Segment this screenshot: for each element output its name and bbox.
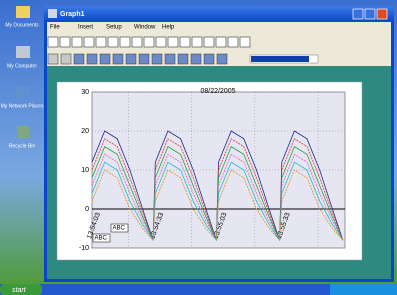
annotation: ABC bbox=[113, 226, 126, 232]
minimize[interactable] bbox=[353, 9, 363, 19]
toolbar-button[interactable] bbox=[120, 37, 130, 47]
icon[interactable] bbox=[16, 86, 30, 98]
chart-title: 08/22/2005 bbox=[200, 88, 235, 95]
start-label[interactable]: start bbox=[12, 287, 27, 294]
tray bbox=[330, 284, 397, 295]
y-tick-label: 20 bbox=[81, 128, 89, 135]
toolbar-button[interactable] bbox=[113, 54, 123, 64]
toolbar-button[interactable] bbox=[144, 37, 154, 47]
toolbar-button[interactable] bbox=[240, 37, 250, 47]
toolbar-button[interactable] bbox=[87, 54, 97, 64]
toolbar-button[interactable] bbox=[60, 37, 70, 47]
app-icon bbox=[48, 9, 57, 18]
page: {"desktop": {"icons": ["My Documents", "… bbox=[0, 0, 397, 295]
y-tick-label: 10 bbox=[81, 167, 89, 174]
menu-item[interactable]: Window bbox=[134, 25, 156, 31]
dropdown-selection bbox=[251, 56, 309, 62]
toolbar-button[interactable] bbox=[61, 54, 71, 64]
icon-label[interactable]: My Computer bbox=[7, 63, 37, 69]
icon[interactable] bbox=[17, 126, 29, 138]
toolbar-button[interactable] bbox=[216, 37, 226, 47]
toolbar-button[interactable] bbox=[165, 54, 175, 64]
screen: My Documents My Computer My Network Plac… bbox=[0, 0, 397, 295]
toolbar-button[interactable] bbox=[168, 37, 178, 47]
menu-item[interactable]: Setup bbox=[106, 25, 122, 31]
annotation: ABC bbox=[95, 236, 108, 242]
toolbar-button[interactable] bbox=[48, 37, 58, 47]
maximize[interactable] bbox=[365, 9, 375, 19]
toolbar-button[interactable] bbox=[204, 54, 214, 64]
toolbar-button[interactable] bbox=[126, 54, 136, 64]
toolbar-button[interactable] bbox=[139, 54, 149, 64]
toolbar-button[interactable] bbox=[48, 54, 58, 64]
toolbar-button[interactable] bbox=[84, 37, 94, 47]
icon-label[interactable]: My Documents bbox=[5, 22, 39, 28]
menu-item[interactable]: Insert bbox=[78, 25, 93, 31]
toolbar-button[interactable] bbox=[74, 54, 84, 64]
icon[interactable] bbox=[16, 6, 30, 18]
toolbar-button[interactable] bbox=[152, 54, 162, 64]
toolbar-button[interactable] bbox=[100, 54, 110, 64]
menu-item[interactable]: File bbox=[50, 25, 60, 31]
toolbar-button[interactable] bbox=[72, 37, 82, 47]
icon-label[interactable]: Recycle Bin bbox=[9, 143, 36, 149]
title-bar bbox=[44, 6, 394, 22]
close[interactable] bbox=[377, 9, 387, 19]
menu-item[interactable]: Help bbox=[162, 25, 175, 31]
window-title: Graph1 bbox=[60, 11, 85, 18]
toolbar-button[interactable] bbox=[191, 54, 201, 64]
y-tick-label: 0 bbox=[85, 206, 89, 213]
toolbar-button[interactable] bbox=[132, 37, 142, 47]
toolbar-button[interactable] bbox=[228, 37, 238, 47]
toolbar-button[interactable] bbox=[192, 37, 202, 47]
toolbar-button[interactable] bbox=[108, 37, 118, 47]
toolbar-button[interactable] bbox=[96, 37, 106, 47]
toolbar-button[interactable] bbox=[156, 37, 166, 47]
toolbar-button[interactable] bbox=[180, 37, 190, 47]
icon[interactable] bbox=[16, 46, 30, 58]
y-tick-label: -10 bbox=[79, 245, 89, 252]
toolbar-button[interactable] bbox=[217, 54, 227, 64]
toolbar-button[interactable] bbox=[204, 37, 214, 47]
y-tick-label: 30 bbox=[81, 89, 89, 96]
icon-label[interactable]: My Network Places bbox=[1, 103, 44, 109]
toolbar-button[interactable] bbox=[178, 54, 188, 64]
